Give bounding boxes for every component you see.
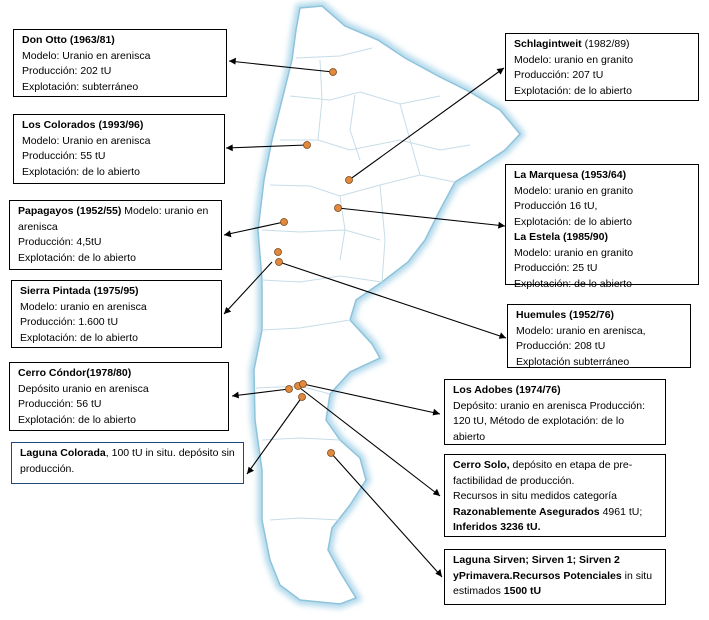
- marker-sierra-pintada: [274, 248, 282, 256]
- marker-laguna-sirven: [327, 449, 335, 457]
- marker-don-otto: [329, 68, 337, 76]
- label-laguna-sirven: Laguna Sirven; Sirven 1; Sirven 2 yPrima…: [444, 549, 666, 605]
- label-schlagintweit: Schlagintweit (1982/89) Modelo: uranio e…: [505, 33, 699, 101]
- marker-los-colorados: [303, 141, 311, 149]
- marker-cerro-condor: [285, 385, 293, 393]
- label-cerro-solo: Cerro Solo, depósito en etapa de pre-fac…: [444, 454, 666, 537]
- marker-schlagintweit: [345, 176, 353, 184]
- marker-laguna-colorada: [298, 393, 306, 401]
- arrow-heads: [224, 57, 506, 577]
- marker-cerro-solo: [299, 380, 307, 388]
- label-cerro-condor: Cerro Cóndor(1978/80) Depósito uranio en…: [9, 362, 229, 431]
- marker-papagayos: [280, 218, 288, 226]
- label-huemules: Huemules (1952/76) Modelo: uranio en are…: [507, 304, 691, 368]
- label-laguna-colorada: Laguna Colorada, 100 tU in situ. depósit…: [11, 442, 244, 484]
- label-los-adobes: Los Adobes (1974/76) Depósito: uranio en…: [444, 379, 666, 445]
- marker-la-marquesa: [334, 204, 342, 212]
- leader-lines: [223, 60, 507, 578]
- label-la-marquesa-la-estela: La Marquesa (1953/64) Modelo: uranio en …: [505, 164, 699, 290]
- argentina-outline: [253, 5, 522, 605]
- label-sierra-pintada: Sierra Pintada (1975/95) Modelo: uranio …: [11, 280, 222, 348]
- label-papagayos: Papagayos (1952/55) Modelo: uranio en ar…: [9, 200, 222, 270]
- label-los-colorados: Los Colorados (1993/96) Modelo: Uranio e…: [13, 114, 225, 184]
- deposit-markers: [274, 68, 353, 457]
- marker-huemules: [275, 258, 283, 266]
- label-don-otto: Don Otto (1963/81) Modelo: Uranio en are…: [13, 29, 227, 97]
